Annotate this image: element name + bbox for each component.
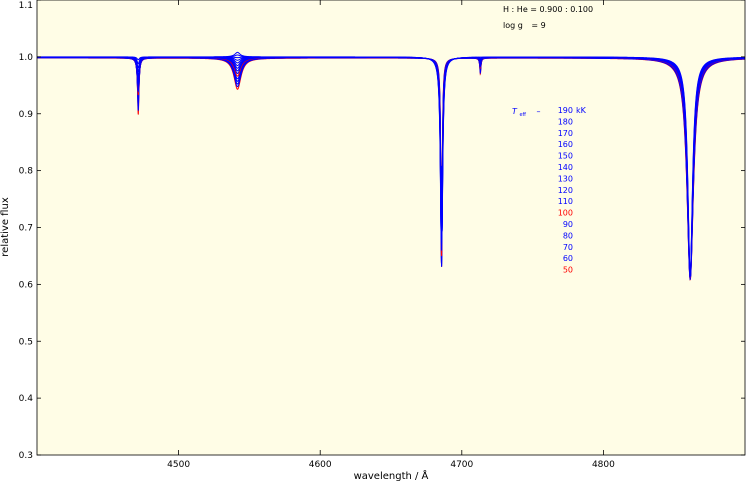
- x-tick-label: 4500: [167, 460, 190, 470]
- legend-entries: 190 180 170 160 150 140 130 120 110 100 90 80 70 60 50: [558, 106, 573, 275]
- legend-entry: 120: [558, 186, 573, 195]
- legend-entry: 80: [563, 231, 573, 240]
- legend-entry: 60: [563, 254, 573, 263]
- y-tick-label: 0.6: [19, 280, 34, 290]
- y-tick-label: 1.0: [19, 53, 34, 63]
- legend-unit: kK: [576, 106, 587, 115]
- x-axis: 4500 4600 4700 4800: [167, 0, 615, 470]
- legend-title-symbol: T: [512, 107, 518, 116]
- y-axis: 0.3 0.4 0.5 0.6 0.7 0.8 0.9 1.0 1.1: [19, 0, 745, 461]
- x-tick-label: 4700: [450, 460, 473, 470]
- gravity-value: = 9: [531, 21, 545, 30]
- legend-entry: 170: [558, 129, 573, 138]
- legend-entry: 150: [558, 152, 573, 161]
- legend-entry: 100: [558, 209, 573, 218]
- y-axis-label: relative flux: [0, 197, 11, 257]
- gravity-annotation: log g = 9: [503, 21, 546, 30]
- x-tick-label: 4600: [309, 460, 332, 470]
- spectrum-line-190kk: [37, 51, 745, 275]
- x-tick-label: 4800: [592, 460, 615, 470]
- legend-entry: 70: [563, 243, 573, 252]
- legend-entry: 110: [558, 197, 573, 206]
- x-axis-label: wavelength / Å: [354, 469, 429, 482]
- legend-title-dash: –: [537, 107, 541, 116]
- y-tick-label: 1.1: [19, 1, 33, 11]
- legend-entry: 160: [558, 140, 573, 149]
- y-tick-label: 0.5: [19, 337, 33, 347]
- legend-entry: 130: [558, 174, 573, 183]
- y-tick-label: 0.4: [19, 394, 34, 404]
- legend: T eff – kK 190 180 170 160 150 140 130 120 110 10…: [512, 106, 587, 275]
- legend-entry: 190: [558, 106, 573, 115]
- legend-entry: 180: [558, 117, 573, 126]
- y-tick-label: 0.7: [19, 224, 33, 234]
- composition-annotation: H : He = 0.900 : 0.100: [503, 5, 593, 14]
- y-tick-label: 0.9: [19, 110, 34, 120]
- gravity-symbol: log g: [503, 21, 523, 30]
- legend-entry: 90: [563, 220, 573, 229]
- plot-area: [37, 0, 745, 455]
- legend-title-subscript: eff: [519, 112, 526, 118]
- y-tick-label: 0.3: [19, 451, 33, 461]
- y-tick-label: 0.8: [19, 167, 34, 177]
- legend-entry: 50: [563, 266, 573, 275]
- legend-title: T eff –: [512, 107, 541, 118]
- series-layer: [37, 51, 745, 281]
- legend-entry: 140: [558, 163, 573, 172]
